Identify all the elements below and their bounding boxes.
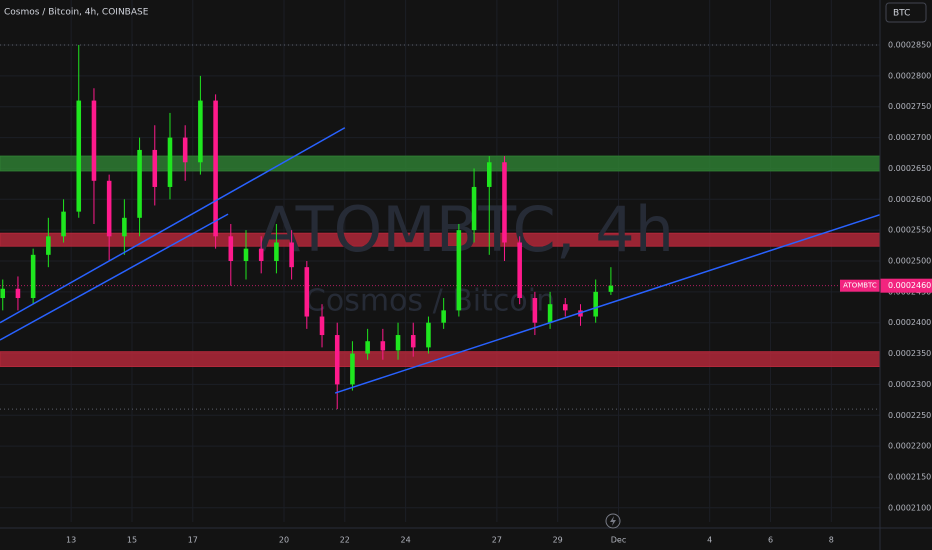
candle-body xyxy=(46,236,51,255)
candle-body xyxy=(91,100,97,181)
price-tag-label: 0.0002460 xyxy=(888,281,931,290)
candle-body xyxy=(122,217,127,237)
y-tick-label: 0.0002650 xyxy=(888,164,931,173)
y-tick-label: 0.0002100 xyxy=(888,503,931,512)
y-tick-label: 0.0002700 xyxy=(888,133,931,142)
currency-button[interactable] xyxy=(885,2,927,23)
candle-body xyxy=(334,335,340,385)
candle-body xyxy=(30,254,36,299)
x-tick-label: 20 xyxy=(279,536,289,545)
candle-body xyxy=(532,298,538,323)
candle-body xyxy=(167,137,173,187)
y-tick-label: 0.0002250 xyxy=(888,411,931,420)
candle-body xyxy=(395,335,401,351)
front-layer: 0.0002100 0.0002150 0.0002200 0.0002250 0.00… xyxy=(0,41,932,545)
candle-body xyxy=(213,100,218,237)
x-tick-label: 15 xyxy=(127,536,137,545)
x-tick-label: 22 xyxy=(340,536,350,545)
candle-body xyxy=(258,248,264,261)
y-tick-label: 0.0002600 xyxy=(888,195,931,204)
x-tick-label: Dec xyxy=(611,536,626,545)
candle-body xyxy=(274,242,279,261)
candle-body xyxy=(152,149,158,187)
candle-body xyxy=(562,304,568,311)
candle-body xyxy=(106,180,112,237)
x-tick-label: 24 xyxy=(401,536,411,545)
candle-body xyxy=(547,304,553,323)
x-tick-label: 17 xyxy=(188,536,198,545)
candle-body xyxy=(182,137,188,163)
candle-body xyxy=(517,242,522,299)
candle-body xyxy=(486,162,492,187)
y-tick-label: 0.0002750 xyxy=(888,102,931,111)
candle-body xyxy=(0,288,6,299)
candle-body xyxy=(350,353,355,385)
candle-body xyxy=(471,186,477,231)
candle-body xyxy=(198,100,203,163)
candle-body xyxy=(137,149,142,218)
y-tick-label: 0.0002350 xyxy=(888,349,931,358)
y-tick-label: 0.0002850 xyxy=(888,41,931,50)
watermark-subtitle: Cosmos / Bitcoin xyxy=(305,284,555,319)
y-tick-label: 0.0002300 xyxy=(888,380,931,389)
replay-icon[interactable] xyxy=(605,513,621,529)
x-tick-label: 6 xyxy=(768,536,773,545)
candle-body xyxy=(593,291,598,317)
candle-body xyxy=(380,341,386,351)
replay-bolt xyxy=(610,516,616,526)
candle-body xyxy=(228,236,234,261)
x-tick-label: 4 xyxy=(707,536,712,545)
candle-body xyxy=(502,162,507,243)
x-tick-label: 13 xyxy=(66,536,76,545)
candle-body xyxy=(441,310,446,323)
y-tick-label: 0.0002200 xyxy=(888,442,931,451)
x-tick-label: 27 xyxy=(492,536,502,545)
trend-line xyxy=(0,127,346,324)
candle-body xyxy=(289,242,294,268)
currency-label[interactable]: BTC xyxy=(893,9,910,19)
candle-body xyxy=(243,248,249,261)
candle-body xyxy=(304,267,310,317)
candle-body xyxy=(410,335,416,348)
y-tick-label: 0.0002550 xyxy=(888,226,931,235)
y-tick-label: 0.0002800 xyxy=(888,71,931,80)
watermark: ATOMBTC, 4h xyxy=(258,193,674,266)
candle-body xyxy=(319,316,325,336)
symbol-tag-label: ATOMBTC xyxy=(843,282,877,290)
candle-body xyxy=(76,100,82,212)
candle-body xyxy=(61,211,66,237)
candle-body xyxy=(456,230,462,311)
trend-line xyxy=(334,214,881,394)
symbol-header: Cosmos / Bitcoin, 4h, COINBASE xyxy=(4,8,149,18)
candle-body xyxy=(608,285,614,292)
x-tick-label: 29 xyxy=(553,536,563,545)
x-tick-label: 8 xyxy=(829,536,834,545)
trend-line xyxy=(0,213,229,341)
price-tag xyxy=(880,278,932,293)
candle-body xyxy=(15,288,21,299)
candle-body xyxy=(426,322,431,348)
zone xyxy=(0,155,881,172)
symbol-tag xyxy=(840,279,880,292)
candle-body xyxy=(365,341,370,354)
y-tick-label: 0.0002150 xyxy=(888,472,931,481)
y-tick-label: 0.0002500 xyxy=(888,257,931,266)
y-tick-label: 0.0002400 xyxy=(888,318,931,327)
